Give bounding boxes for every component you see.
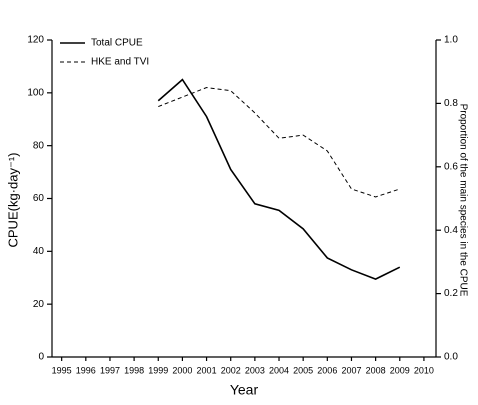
x-tick-label: 2003: [245, 365, 265, 375]
x-axis-label: Year: [230, 382, 259, 398]
y-tick-label: 20: [33, 299, 45, 310]
y-tick-label: 120: [27, 35, 44, 46]
y2-axis-label: Proportion of the main species in the CP…: [457, 104, 468, 297]
series-line: [157, 78, 401, 280]
y2-tick-label: 0.8: [444, 98, 458, 109]
x-tick-label: 2004: [269, 365, 289, 375]
x-tick-label: 2008: [366, 365, 386, 375]
y2-tick-label: 0.4: [444, 225, 458, 236]
y-tick-label: 40: [33, 246, 45, 257]
y-axis-label: CPUE(kg·day⁻¹): [5, 153, 20, 248]
x-tick-label: 2006: [317, 365, 337, 375]
x-tick-label: 2000: [172, 365, 192, 375]
x-tick-label: 1995: [52, 365, 72, 375]
x-tick-label: 2007: [341, 365, 361, 375]
x-tick-label: 2009: [390, 365, 410, 375]
y2-tick-label: 0.2: [444, 288, 458, 299]
y-tick-label: 0: [38, 352, 44, 363]
x-tick-label: 2010: [414, 365, 434, 375]
x-tick-label: 1998: [124, 365, 144, 375]
x-tick-label: 2001: [197, 365, 217, 375]
x-tick-label: 1999: [148, 365, 168, 375]
x-tick-label: 1996: [76, 365, 96, 375]
y2-tick-label: 1.0: [444, 35, 458, 46]
y-tick-label: 60: [33, 193, 45, 204]
x-tick-label: 1997: [100, 365, 120, 375]
series-line: [158, 87, 400, 198]
legend-label: HKE and TVI: [91, 57, 149, 68]
y-tick-label: 80: [33, 140, 45, 151]
x-tick-label: 2002: [221, 365, 241, 375]
y-tick-label: 100: [27, 87, 44, 98]
y2-tick-label: 0.6: [444, 161, 458, 172]
y2-tick-label: 0.0: [444, 352, 458, 363]
x-tick-label: 2005: [293, 365, 313, 375]
legend-label: Total CPUE: [91, 38, 143, 49]
